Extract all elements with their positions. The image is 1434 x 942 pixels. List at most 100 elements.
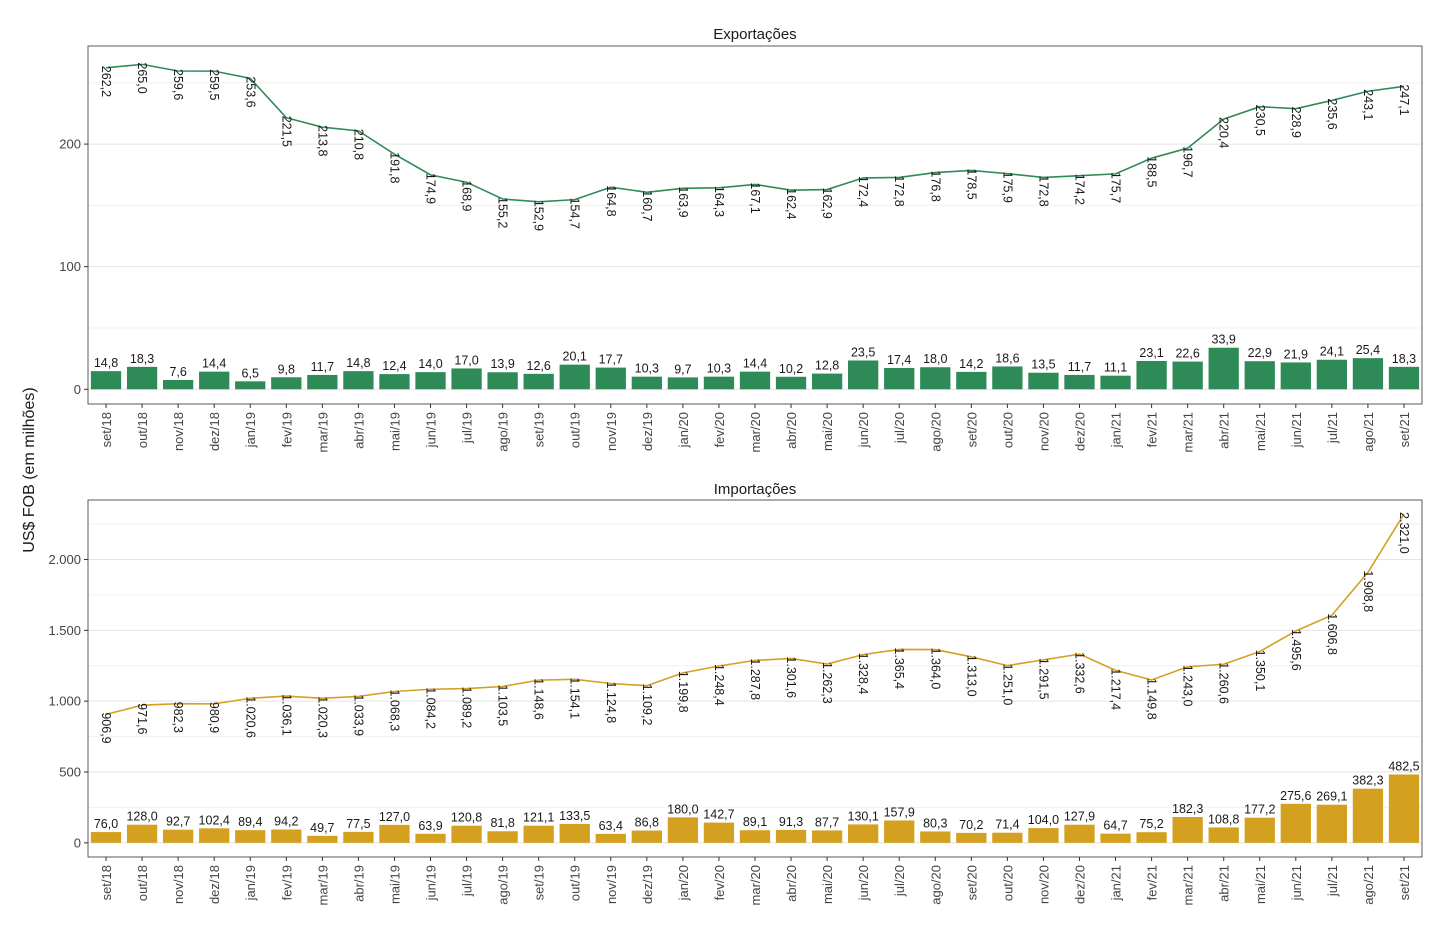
line-label: 1.248,4 (712, 664, 726, 706)
x-tick-label: set/19 (532, 865, 547, 900)
bar-label: 86,8 (635, 816, 659, 830)
bar-label: 20,1 (563, 350, 587, 364)
bar (271, 377, 302, 390)
x-tick-label: jan/20 (676, 865, 691, 901)
bar-label: 22,6 (1175, 347, 1199, 361)
line-label: 155,2 (496, 197, 510, 228)
line-label: 1.089,2 (460, 687, 474, 729)
line-label: 176,8 (928, 171, 942, 202)
bar (667, 817, 699, 843)
bar (199, 828, 230, 843)
bar (307, 374, 338, 390)
line-label: 174,9 (424, 173, 438, 204)
x-tick-label: set/18 (99, 412, 114, 447)
bar-label: 18,3 (1392, 352, 1416, 366)
line-label: 1.068,3 (387, 689, 401, 731)
bar-label: 13,5 (1031, 358, 1055, 372)
line-label: 167,1 (748, 182, 762, 213)
x-tick-label: set/20 (964, 412, 979, 447)
x-tick-label: fev/19 (279, 865, 294, 900)
bar-label: 21,9 (1284, 347, 1308, 361)
line-label: 906,9 (99, 712, 113, 743)
x-tick-label: jun/20 (856, 865, 871, 901)
x-tick-label: mar/20 (748, 412, 763, 452)
x-tick-label: dez/20 (1072, 865, 1087, 904)
bar-label: 18,0 (923, 352, 947, 366)
bar-label: 14,4 (202, 357, 226, 371)
line-label: 191,8 (387, 152, 401, 183)
bar-label: 120,8 (451, 811, 482, 825)
bar-label: 14,2 (959, 357, 983, 371)
x-tick-label: jan/19 (243, 865, 258, 901)
bar-label: 108,8 (1208, 812, 1239, 826)
bar (1208, 827, 1239, 843)
line-label: 265,0 (135, 62, 149, 93)
bar (595, 367, 626, 390)
bar (415, 833, 446, 843)
bar-label: 49,7 (310, 821, 334, 835)
bar-label: 81,8 (490, 816, 514, 830)
bar (739, 371, 771, 390)
bar-label: 12,4 (382, 359, 406, 373)
bar (703, 376, 735, 390)
bar-label: 13,9 (490, 357, 514, 371)
line-label: 1.364,0 (928, 648, 942, 690)
bar (1136, 360, 1167, 390)
line-label: 228,9 (1289, 107, 1303, 138)
bar (1136, 832, 1167, 843)
bar (1244, 361, 1275, 390)
line-label: 164,3 (712, 186, 726, 217)
bar (992, 832, 1023, 843)
line-label: 1.124,8 (604, 681, 618, 723)
bar (487, 831, 518, 843)
line-label: 1.149,8 (1145, 678, 1159, 720)
x-tick-label: jul/20 (892, 412, 907, 444)
bar-label: 14,4 (743, 357, 767, 371)
bar-label: 127,0 (379, 810, 410, 824)
bar (631, 376, 662, 390)
line-label: 1.251,0 (1000, 664, 1014, 706)
bar (451, 825, 482, 843)
line-label: 1.495,6 (1289, 629, 1303, 671)
x-tick-label: jul/19 (460, 412, 475, 444)
bar (884, 367, 915, 390)
x-tick-label: mar/21 (1181, 412, 1196, 452)
bar (235, 830, 266, 843)
line-label: 168,9 (460, 180, 474, 211)
bar (1172, 361, 1203, 390)
bar (559, 823, 590, 843)
bar-label: 23,5 (851, 345, 875, 359)
line-label: 971,6 (135, 703, 149, 734)
x-tick-label: dez/20 (1072, 412, 1087, 451)
x-tick-label: jun/21 (1289, 865, 1304, 901)
x-tick-label: nov/18 (171, 412, 186, 451)
line-label: 163,9 (676, 186, 690, 217)
bar-label: 11,7 (311, 360, 334, 374)
bar-label: 89,4 (238, 815, 262, 829)
x-tick-label: mai/21 (1253, 412, 1268, 451)
panel-strip (88, 478, 1422, 500)
bar (162, 379, 194, 390)
bar (523, 373, 554, 390)
bar-label: 64,7 (1103, 819, 1127, 833)
bar-label: 91,3 (779, 815, 803, 829)
line-label: 221,5 (279, 116, 293, 147)
bar (126, 366, 158, 390)
line-label: 1.103,5 (496, 685, 510, 727)
bar-label: 104,0 (1028, 813, 1059, 827)
bar-label: 63,4 (599, 819, 623, 833)
x-tick-label: abr/19 (351, 865, 366, 902)
bar (811, 373, 843, 390)
line-label: 175,9 (1000, 172, 1014, 203)
bar (343, 831, 374, 843)
x-tick-label: dez/19 (640, 412, 655, 451)
bar-label: 17,0 (454, 353, 478, 367)
bar-label: 9,8 (278, 362, 295, 376)
bar (523, 825, 554, 843)
y-axis-label: US$ FOB (em milhões) (21, 387, 38, 552)
series-line (105, 63, 1405, 203)
bar-label: 482,5 (1388, 759, 1419, 773)
bar-label: 182,3 (1172, 802, 1203, 816)
line-label: 1.301,6 (784, 656, 798, 698)
x-tick-label: out/19 (568, 412, 583, 448)
